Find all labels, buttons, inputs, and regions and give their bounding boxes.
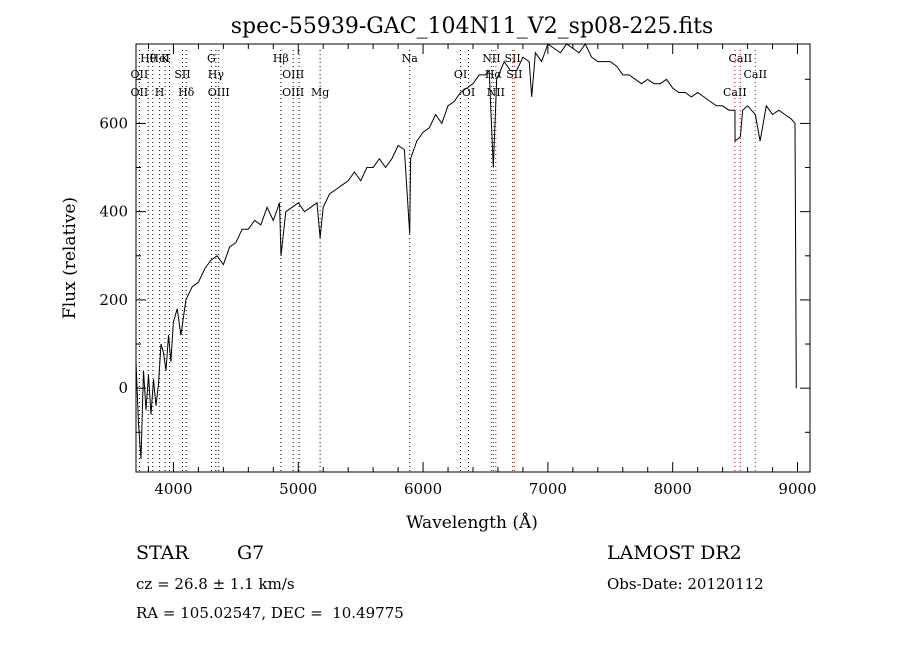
line-label: OII [131, 68, 149, 81]
redshift-velocity: cz = 26.8 ± 1.1 km/s [136, 575, 295, 593]
line-label: Hγ [208, 68, 225, 81]
y-axis-label: Flux (relative) [60, 197, 80, 319]
line-label: Na [402, 52, 419, 65]
line-label: OI [462, 86, 475, 99]
y-tick-label: 400 [99, 203, 128, 221]
line-label: H [155, 86, 165, 99]
axis-ticks: 4000 5000 6000 7000 8000 9000 0 200 400 600 [99, 44, 817, 498]
line-label: Hθ [140, 52, 157, 65]
spectrum-series-line [135, 43, 797, 459]
line-label: OIII [282, 68, 304, 81]
x-tick-label: 9000 [778, 480, 816, 498]
observation-date: Obs-Date: 20120112 [607, 575, 764, 593]
line-label: G [207, 52, 216, 65]
object-subclass: G7 [237, 542, 265, 564]
x-tick-label: 6000 [404, 480, 442, 498]
x-tick-label: 7000 [529, 480, 567, 498]
y-tick-label: 600 [99, 114, 128, 132]
x-axis-label: Wavelength (Å) [406, 512, 538, 533]
line-label: Mg [311, 86, 329, 99]
chart-title: spec-55939-GAC_104N11_V2_sp08-225.fits [231, 14, 714, 39]
line-label: Hδ [178, 86, 195, 99]
line-label: OIII [208, 86, 230, 99]
line-label: SII [506, 68, 522, 81]
x-tick-label: 8000 [654, 480, 692, 498]
survey-name: LAMOST DR2 [607, 542, 742, 564]
line-label: CaII [723, 86, 747, 99]
line-marks [138, 50, 756, 472]
line-label: Hα [485, 68, 503, 81]
line-label: Hβ [273, 52, 289, 65]
line-label: OII [131, 86, 149, 99]
plot-frame [135, 43, 811, 473]
y-tick-label: 200 [99, 291, 128, 309]
line-label: OI [454, 68, 467, 81]
line-label: CaII [729, 52, 753, 65]
x-tick-label: 5000 [279, 480, 317, 498]
line-label: CaII [743, 68, 767, 81]
line-label: SII [504, 52, 520, 65]
object-class: STAR [136, 542, 189, 564]
line-label: NII [482, 52, 500, 65]
y-tick-label: 0 [118, 379, 128, 397]
x-tick-label: 4000 [154, 480, 192, 498]
line-label: HeI [149, 52, 169, 65]
line-label: OIII [282, 86, 304, 99]
line-label: SII [174, 68, 190, 81]
line-label: K [161, 52, 170, 65]
sky-coordinates: RA = 105.02547, DEC = 10.49775 [136, 604, 404, 622]
